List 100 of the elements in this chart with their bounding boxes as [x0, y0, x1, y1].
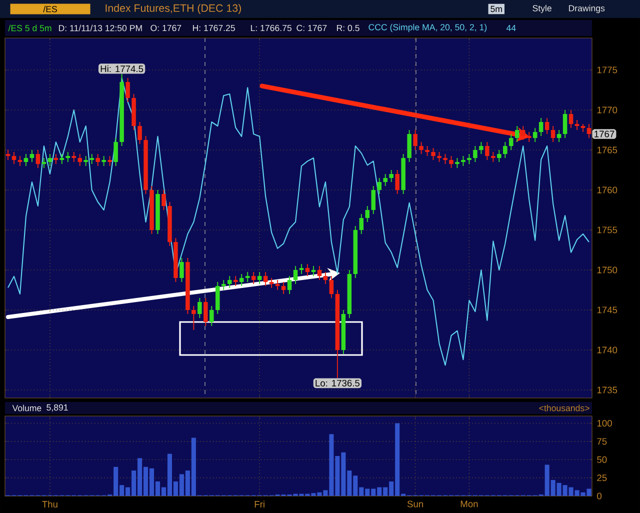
y-tick-label: 1775 — [597, 66, 618, 74]
text: Drawings — [569, 4, 605, 14]
candlestick — [514, 126, 520, 142]
annotation: Hi: 1774.5 — [100, 65, 144, 72]
y-tick-label: 1760 — [597, 186, 618, 194]
text: 5,891 — [46, 404, 68, 412]
candlestick — [78, 154, 82, 166]
candlestick — [239, 274, 244, 286]
candlestick — [120, 74, 124, 146]
candlestick — [180, 258, 184, 282]
candlestick — [347, 270, 352, 318]
candlestick — [24, 154, 28, 166]
candlestick — [150, 186, 154, 234]
text: Volume — [12, 404, 42, 412]
candlestick — [174, 238, 178, 282]
candlestick — [114, 138, 118, 166]
candlestick — [353, 226, 358, 278]
candlestick — [467, 154, 472, 164]
candlestick — [568, 110, 574, 128]
candlestick — [156, 190, 160, 234]
text: /ES — [43, 6, 57, 12]
y-tick-label: 1740 — [597, 346, 618, 354]
candlestick — [377, 178, 382, 194]
candlestick — [84, 156, 88, 166]
candlestick — [431, 148, 436, 160]
candlestick — [473, 146, 478, 162]
text: R: 0.5 — [337, 24, 360, 32]
candlestick — [419, 142, 424, 154]
candlestick — [341, 310, 346, 354]
candlestick — [556, 130, 562, 142]
candlestick — [449, 156, 454, 168]
candlestick — [6, 150, 10, 160]
candlestick — [60, 154, 64, 164]
candlestick — [383, 174, 388, 186]
candlestick — [18, 156, 22, 166]
candlestick — [204, 298, 208, 326]
candlestick — [359, 214, 364, 234]
candlestick — [233, 276, 238, 286]
candlestick — [479, 142, 484, 154]
candlestick — [329, 276, 334, 298]
candlestick — [30, 150, 34, 162]
candlestick — [365, 206, 370, 222]
candlestick — [257, 272, 262, 284]
candlestick — [192, 306, 196, 330]
candlestick — [227, 276, 232, 288]
candlestick — [395, 170, 400, 194]
y-tick-label: 1765 — [597, 146, 618, 154]
candlestick — [461, 156, 466, 166]
y-tick-label: 1735 — [597, 386, 618, 394]
y-tick-label: 25 — [597, 474, 607, 482]
text: C: 1767 — [296, 24, 327, 32]
candlestick — [293, 266, 298, 284]
y-tick-label: 100 — [597, 420, 612, 427]
candlestick — [96, 154, 100, 166]
candlestick — [281, 282, 286, 294]
candlestick — [538, 118, 544, 136]
candlestick — [245, 272, 250, 282]
text: 44 — [506, 24, 516, 32]
y-tick-label: 1745 — [597, 306, 618, 314]
candlestick — [305, 264, 310, 276]
candlestick — [586, 124, 592, 138]
candlestick — [485, 142, 490, 160]
x-tick-label: Sun — [407, 500, 423, 508]
candlestick — [401, 154, 406, 194]
candlestick — [216, 282, 220, 314]
candlestick — [491, 152, 496, 162]
text: H: 1767.25 — [193, 24, 235, 32]
candlestick — [138, 122, 142, 144]
candlestick — [550, 126, 556, 142]
candlestick — [126, 78, 130, 102]
candlestick — [269, 278, 274, 288]
y-tick-label: 1755 — [597, 226, 618, 234]
candlestick — [144, 136, 148, 194]
candlestick — [574, 120, 580, 130]
candlestick — [48, 154, 52, 166]
text: D: 11/11/13 12:50 PM — [59, 24, 142, 32]
y-tick-label: 1750 — [597, 266, 618, 274]
candlestick — [532, 128, 538, 142]
candlestick — [108, 156, 112, 166]
candlestick — [36, 150, 40, 168]
candlestick — [66, 152, 70, 162]
candlestick — [526, 132, 532, 142]
candlestick — [371, 186, 376, 214]
candlestick — [132, 94, 136, 130]
text: CCC (Simple MA, 20, 50, 2, 1) — [368, 24, 487, 32]
candlestick — [287, 276, 292, 294]
y-tick-label: 1770 — [597, 106, 618, 114]
candlestick — [54, 154, 58, 164]
chart-title: Index Futures,ETH (DEC 13) — [106, 4, 241, 14]
candlestick — [299, 264, 304, 274]
candlestick — [562, 110, 568, 138]
candlestick — [509, 134, 514, 150]
candlestick — [263, 272, 268, 286]
candlestick — [503, 142, 508, 158]
candlestick — [437, 152, 442, 162]
candlestick — [275, 280, 280, 290]
annotation: Lo: 1736.5 — [316, 380, 360, 386]
candlestick — [323, 272, 328, 284]
candlestick — [72, 152, 76, 162]
text: L: 1766.75 — [251, 24, 292, 32]
